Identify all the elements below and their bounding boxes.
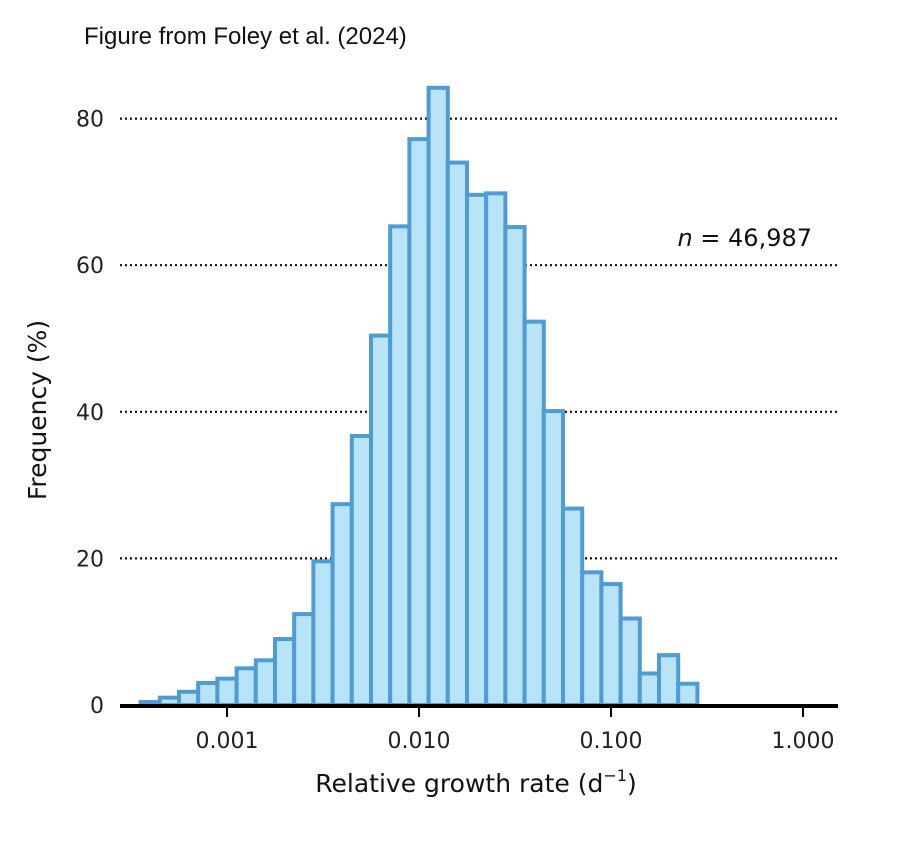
histogram-bar [618,616,642,707]
histogram-bar [349,433,373,707]
histogram-bar [330,502,354,707]
x-axis-title-superscript: −1 [603,766,627,785]
histogram-bar [234,666,258,707]
histogram-bar [407,137,431,707]
y-tick-label: 0 [90,694,104,719]
figure-caption: Figure from Foley et al. (2024) [84,23,407,50]
x-axis-title-suffix: ) [627,769,637,798]
x-tick-label: 0.010 [388,729,451,754]
histogram-bar [676,681,700,707]
y-tick-label: 60 [76,254,104,279]
histogram-bar [503,225,527,707]
x-axis-title-main: Relative growth rate (d [315,769,603,798]
histogram-bar [369,333,393,707]
y-tick-label: 20 [76,547,104,572]
histogram-bar [292,612,316,707]
histogram-bar [561,506,585,707]
x-tick-label: 0.001 [196,729,259,754]
histogram-bar [580,570,604,708]
histogram-bar [177,689,201,708]
x-tick-label: 0.100 [580,729,643,754]
histogram-bar [253,658,278,707]
histogram-bar [465,192,489,707]
histogram-bar [637,671,661,708]
histogram-bar [484,191,508,707]
histogram-bar [426,85,450,707]
y-tick-label: 40 [76,401,104,426]
histogram-bar [157,695,182,707]
histogram-bar [273,637,297,708]
histogram-bar [388,224,412,707]
sample-size-value: = 46,987 [693,224,812,252]
x-tick-label: 1.000 [772,729,835,754]
histogram-bar [196,681,220,708]
y-axis-title: Frequency (%) [23,320,52,500]
histogram-bar [445,160,469,707]
histogram-bar [311,559,335,707]
y-tick-label: 80 [76,108,104,133]
sample-size-annotation: n = 46,987 [677,224,812,252]
x-axis-title: Relative growth rate (d−1) [315,766,636,798]
sample-size-n: n [677,224,692,252]
histogram-bar [215,676,239,707]
histogram-bar [522,319,546,707]
histogram-bar [657,653,681,708]
histogram-bar [599,582,623,707]
axes: 0 20 40 60 80 0.001 0.010 0.100 1.000 [76,108,838,754]
histogram-bar [541,409,565,707]
histogram-bars [138,85,700,708]
